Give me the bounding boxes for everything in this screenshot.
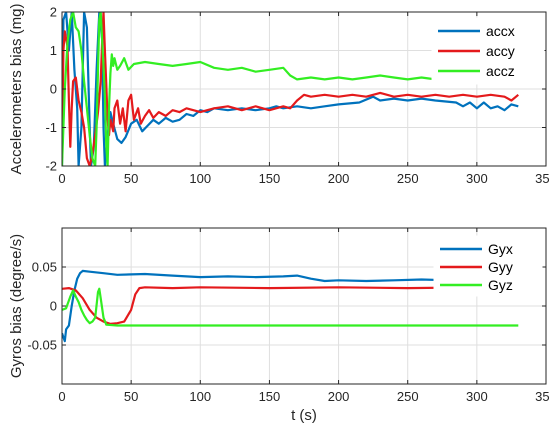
chart-2-x-axis-label: t (s) — [291, 407, 317, 424]
chart-1-legend-label-accz: accz — [486, 63, 515, 79]
chart-1-y-axis-label: Accelerometers bias (mg) — [8, 4, 25, 175]
chart-1-y-tick-label: -2 — [45, 159, 57, 174]
chart-1-y-tick-label: 1 — [50, 43, 57, 58]
chart-1-series-accz-line — [62, 12, 519, 166]
chart-1-legend: accx accy accz — [431, 17, 545, 85]
chart-1-x-tick-label: 100 — [189, 171, 211, 186]
chart-1-y-tick-label: -1 — [45, 120, 57, 135]
chart-2-series-gyz-line — [62, 287, 519, 327]
chart-1-x-tick-label: 150 — [259, 171, 281, 186]
chart-2-legend: Gyx Gyy Gyz — [433, 235, 543, 297]
chart-2-y-tick-label: -0.05 — [27, 338, 57, 353]
chart-2-x-tick-label: 0 — [58, 389, 65, 404]
chart-1-y-tick-label: 2 — [50, 5, 57, 20]
chart-1-x-tick-label: 300 — [466, 171, 488, 186]
chart-2-legend-label-gyy: Gyy — [488, 259, 513, 275]
chart-2-x-tick-label: 350 — [535, 389, 550, 404]
chart-2-x-tick-label: 200 — [328, 389, 350, 404]
chart-2-x-tick-label: 50 — [124, 389, 138, 404]
chart-2-x-tick-label: 250 — [397, 389, 419, 404]
chart-2-x-tick-label: 100 — [189, 389, 211, 404]
chart-2-y-tick-label: 0 — [50, 299, 57, 314]
chart-2-y-axis-label: Gyros bias (degree/s) — [8, 234, 25, 378]
chart-1-x-tick-label: 0 — [58, 171, 65, 186]
chart-2-y-tick-label: 0.05 — [32, 260, 57, 275]
chart-1-legend-label-accx: accx — [486, 23, 515, 39]
chart-1-legend-label-accy: accy — [486, 43, 515, 59]
gyro-bias-chart: 0 50 100 150 200 250 300 350 -0.05 0 0.05 Gyros bia… — [8, 227, 550, 424]
chart-2-series-gyy-line — [62, 286, 519, 325]
chart-2-legend-label-gyz: Gyz — [488, 277, 513, 293]
chart-1-x-tick-label: 200 — [328, 171, 350, 186]
chart-2-legend-label-gyx: Gyx — [488, 241, 513, 257]
accelerometer-bias-chart: 0 50 100 150 200 250 300 350 -2 -1 0 1 2 Acceleromete… — [8, 4, 550, 186]
chart-1-x-tick-label: 350 — [535, 171, 550, 186]
chart-1-x-tick-label: 50 — [124, 171, 138, 186]
chart-2-x-tick-label: 150 — [259, 389, 281, 404]
chart-1-series-accx-line — [62, 12, 519, 166]
chart-2-x-tick-label: 300 — [466, 389, 488, 404]
chart-1-x-tick-label: 250 — [397, 171, 419, 186]
chart-1-y-tick-label: 0 — [50, 82, 57, 97]
chart-1-series-accy-line — [62, 12, 520, 166]
